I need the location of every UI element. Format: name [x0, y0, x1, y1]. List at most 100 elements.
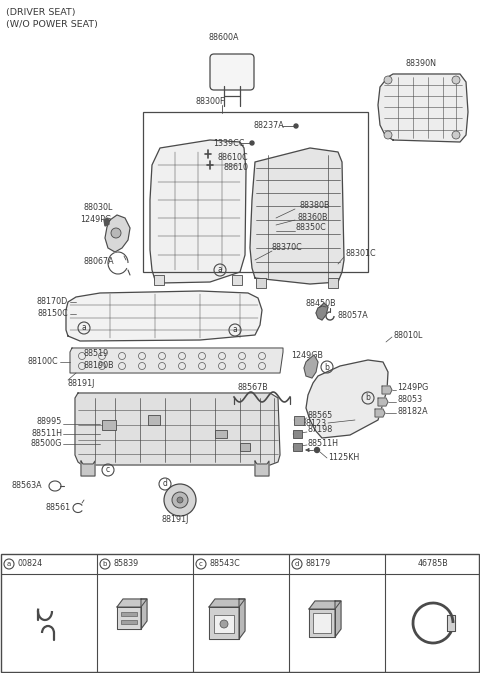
Text: 88370C: 88370C	[272, 244, 303, 252]
Bar	[232, 275, 242, 285]
Polygon shape	[150, 140, 246, 283]
Polygon shape	[375, 409, 385, 417]
Text: c: c	[199, 561, 203, 567]
Bar	[256, 278, 266, 288]
Circle shape	[220, 620, 228, 628]
Text: 1249PG: 1249PG	[397, 384, 428, 392]
Text: 88610: 88610	[223, 164, 248, 172]
Polygon shape	[209, 607, 239, 639]
Circle shape	[452, 131, 460, 139]
Bar	[102, 420, 116, 430]
Text: 88150C: 88150C	[37, 310, 68, 318]
Circle shape	[384, 131, 392, 139]
Polygon shape	[378, 74, 468, 142]
Text: 88511H: 88511H	[308, 439, 339, 448]
Text: 88179: 88179	[305, 559, 330, 569]
Polygon shape	[255, 461, 269, 476]
Text: (W/O POWER SEAT): (W/O POWER SEAT)	[6, 20, 98, 28]
Polygon shape	[304, 355, 318, 378]
Text: 1249PG: 1249PG	[80, 215, 111, 223]
Circle shape	[177, 497, 183, 503]
Text: c: c	[106, 466, 110, 474]
Text: 88237A: 88237A	[253, 122, 284, 131]
Text: a: a	[7, 561, 11, 567]
Text: 88123: 88123	[302, 419, 327, 427]
Text: 88600A: 88600A	[209, 32, 239, 42]
Text: 88360B: 88360B	[298, 213, 328, 221]
Bar	[121, 612, 137, 616]
Text: a: a	[233, 326, 238, 334]
Text: 88390N: 88390N	[406, 59, 437, 69]
Text: 88519: 88519	[84, 349, 109, 357]
Text: 1125KH: 1125KH	[328, 454, 359, 462]
Text: b: b	[324, 363, 329, 371]
Text: 88995: 88995	[36, 417, 62, 427]
Text: 88567B: 88567B	[238, 382, 269, 392]
Circle shape	[164, 484, 196, 516]
Text: b: b	[103, 561, 107, 567]
Text: 88053: 88053	[397, 396, 422, 404]
Bar	[294, 416, 304, 425]
Text: 88300F: 88300F	[195, 98, 225, 106]
Polygon shape	[70, 348, 283, 373]
Text: 88561: 88561	[45, 503, 70, 511]
Text: 88182A: 88182A	[397, 407, 428, 417]
Text: 88057A: 88057A	[338, 312, 369, 320]
Polygon shape	[117, 607, 141, 629]
Text: 88543C: 88543C	[209, 559, 240, 569]
Text: 88500G: 88500G	[31, 439, 62, 448]
Circle shape	[452, 76, 460, 84]
Text: 00824: 00824	[17, 559, 42, 569]
Circle shape	[172, 492, 188, 508]
Bar	[148, 415, 160, 425]
Text: 46785B: 46785B	[418, 559, 448, 569]
Polygon shape	[335, 601, 341, 637]
Polygon shape	[239, 599, 245, 639]
Bar	[214, 615, 234, 633]
Text: 88190B: 88190B	[84, 361, 115, 369]
Polygon shape	[81, 461, 95, 476]
Bar	[328, 278, 338, 288]
Polygon shape	[66, 291, 262, 341]
Text: 88380B: 88380B	[300, 201, 331, 211]
Polygon shape	[382, 386, 392, 394]
Text: (DRIVER SEAT): (DRIVER SEAT)	[6, 9, 75, 17]
Text: 88030L: 88030L	[83, 203, 112, 213]
Text: 88350C: 88350C	[296, 223, 327, 232]
Bar	[215, 430, 227, 438]
Text: 87198: 87198	[308, 425, 333, 435]
Polygon shape	[306, 360, 388, 438]
Polygon shape	[309, 601, 341, 609]
Polygon shape	[378, 398, 388, 406]
Text: 1339CC: 1339CC	[213, 139, 244, 147]
Text: 88511H: 88511H	[31, 429, 62, 437]
Bar	[121, 620, 137, 624]
Bar	[143, 112, 368, 272]
Text: d: d	[295, 561, 299, 567]
Polygon shape	[316, 303, 328, 320]
Polygon shape	[117, 599, 147, 607]
Text: 88191J: 88191J	[68, 378, 96, 388]
Polygon shape	[104, 218, 109, 226]
Polygon shape	[309, 609, 335, 637]
Bar	[293, 430, 302, 438]
Text: 1249GB: 1249GB	[291, 351, 323, 361]
Circle shape	[384, 76, 392, 84]
Polygon shape	[209, 599, 245, 607]
Circle shape	[294, 124, 298, 128]
Polygon shape	[105, 215, 130, 252]
Text: a: a	[217, 266, 222, 275]
Text: 88067A: 88067A	[84, 258, 115, 267]
Text: b: b	[366, 394, 371, 402]
Circle shape	[314, 448, 320, 452]
Bar	[313, 613, 331, 633]
Bar	[154, 275, 164, 285]
Text: 88191J: 88191J	[161, 516, 189, 524]
Text: 88565: 88565	[308, 411, 333, 419]
Text: d: d	[163, 479, 168, 489]
Polygon shape	[75, 393, 280, 465]
Bar	[293, 443, 302, 451]
Polygon shape	[447, 615, 455, 631]
Text: 88301C: 88301C	[345, 250, 376, 258]
FancyBboxPatch shape	[210, 54, 254, 90]
